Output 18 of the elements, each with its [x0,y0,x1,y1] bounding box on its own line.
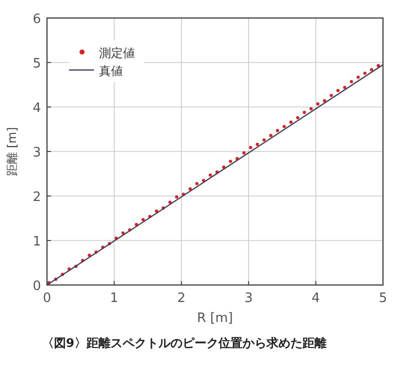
y-tick-label: 1 [32,234,41,250]
x-tick-label: 2 [177,291,186,306]
y-axis-title: 距離 [m] [5,127,19,176]
text: 〈図9〉距離スペクトルのピーク位置から求めた距離 [42,336,326,350]
x-tick-label: 0 [42,291,52,306]
legend-label: 真値 [99,64,123,78]
x-axis-title: R [m] [197,311,233,326]
y-tick-label: 0 [32,279,41,294]
y-tick-label: 6 [32,12,41,27]
legend-label: 測定値 [99,46,135,60]
x-tick-label: 3 [244,291,253,306]
y-tick-label: 2 [32,190,41,205]
x-tick-label: 1 [110,291,118,306]
y-tick-label: 3 [32,146,41,160]
x-tick-label: 4 [312,291,320,306]
y-tick-label: 4 [32,101,41,116]
x-tick-label: 5 [378,291,388,306]
y-tick-label: 5 [32,56,41,72]
